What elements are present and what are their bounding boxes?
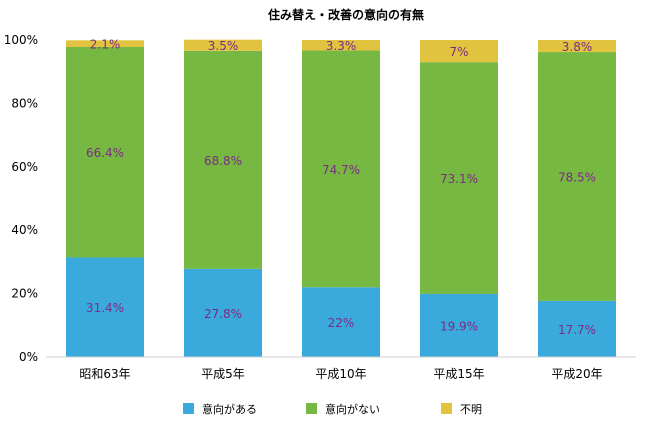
legend-swatch xyxy=(306,403,317,414)
legend-swatch xyxy=(183,403,194,414)
data-label: 74.7% xyxy=(322,163,360,177)
bars: 31.4% 66.4% 2.1% 27.8% 68.8% 3.5% 22% 74.7% 3.3%… xyxy=(66,38,616,357)
data-label: 31.4% xyxy=(86,301,124,315)
bar-segment xyxy=(420,62,498,294)
x-category-label: 昭和63年 xyxy=(79,367,130,381)
y-tick-label: 60% xyxy=(11,160,38,174)
data-label: 2.1% xyxy=(90,38,121,52)
y-tick-label: 0% xyxy=(19,350,38,364)
data-label: 66.4% xyxy=(86,146,124,160)
y-tick-label: 20% xyxy=(11,287,38,301)
data-label: 17.7% xyxy=(558,323,596,337)
x-category-label: 平成15年 xyxy=(433,367,484,381)
bar-segment xyxy=(184,50,262,269)
bar-segment xyxy=(420,40,498,63)
data-label: 3.5% xyxy=(208,39,239,53)
data-label: 73.1% xyxy=(440,172,478,186)
bar-segment xyxy=(184,39,262,51)
bar-segment xyxy=(420,293,498,357)
legend: 意向がある 意向がない 不明 xyxy=(183,402,482,416)
bar-segment xyxy=(66,257,144,357)
bar-segment xyxy=(302,40,380,51)
y-tick-label: 40% xyxy=(11,223,38,237)
y-tick-label: 100% xyxy=(4,33,38,47)
y-axis: 0% 20% 40% 60% 80% 100% xyxy=(4,33,38,364)
data-label: 19.9% xyxy=(440,319,478,333)
bar-segment xyxy=(302,287,380,357)
bar-segment xyxy=(302,50,380,288)
legend-swatch xyxy=(441,403,452,414)
data-label: 3.3% xyxy=(326,39,357,53)
x-category-label: 平成5年 xyxy=(201,367,245,381)
bar-segment xyxy=(538,300,616,357)
bar-segment xyxy=(66,46,144,258)
legend-label: 不明 xyxy=(460,403,482,416)
data-label: 7% xyxy=(449,45,468,59)
bar-segment xyxy=(66,40,144,47)
data-label: 78.5% xyxy=(558,170,596,184)
x-category-label: 平成20年 xyxy=(551,367,602,381)
chart-title: 住み替え・改善の意向の有無 xyxy=(268,7,424,22)
x-category-label: 平成10年 xyxy=(315,367,366,381)
data-label: 68.8% xyxy=(204,154,242,168)
legend-label: 意向がある xyxy=(202,402,257,416)
y-tick-label: 80% xyxy=(11,96,38,110)
data-label: 22% xyxy=(328,316,355,330)
legend-label: 意向がない xyxy=(325,402,380,416)
bar-segment xyxy=(538,52,616,301)
bar-segment xyxy=(538,40,616,53)
data-label: 27.8% xyxy=(204,307,242,321)
x-axis: 昭和63年 平成5年 平成10年 平成15年 平成20年 xyxy=(46,356,636,381)
data-label: 3.8% xyxy=(562,40,593,54)
bar-segment xyxy=(184,268,262,357)
